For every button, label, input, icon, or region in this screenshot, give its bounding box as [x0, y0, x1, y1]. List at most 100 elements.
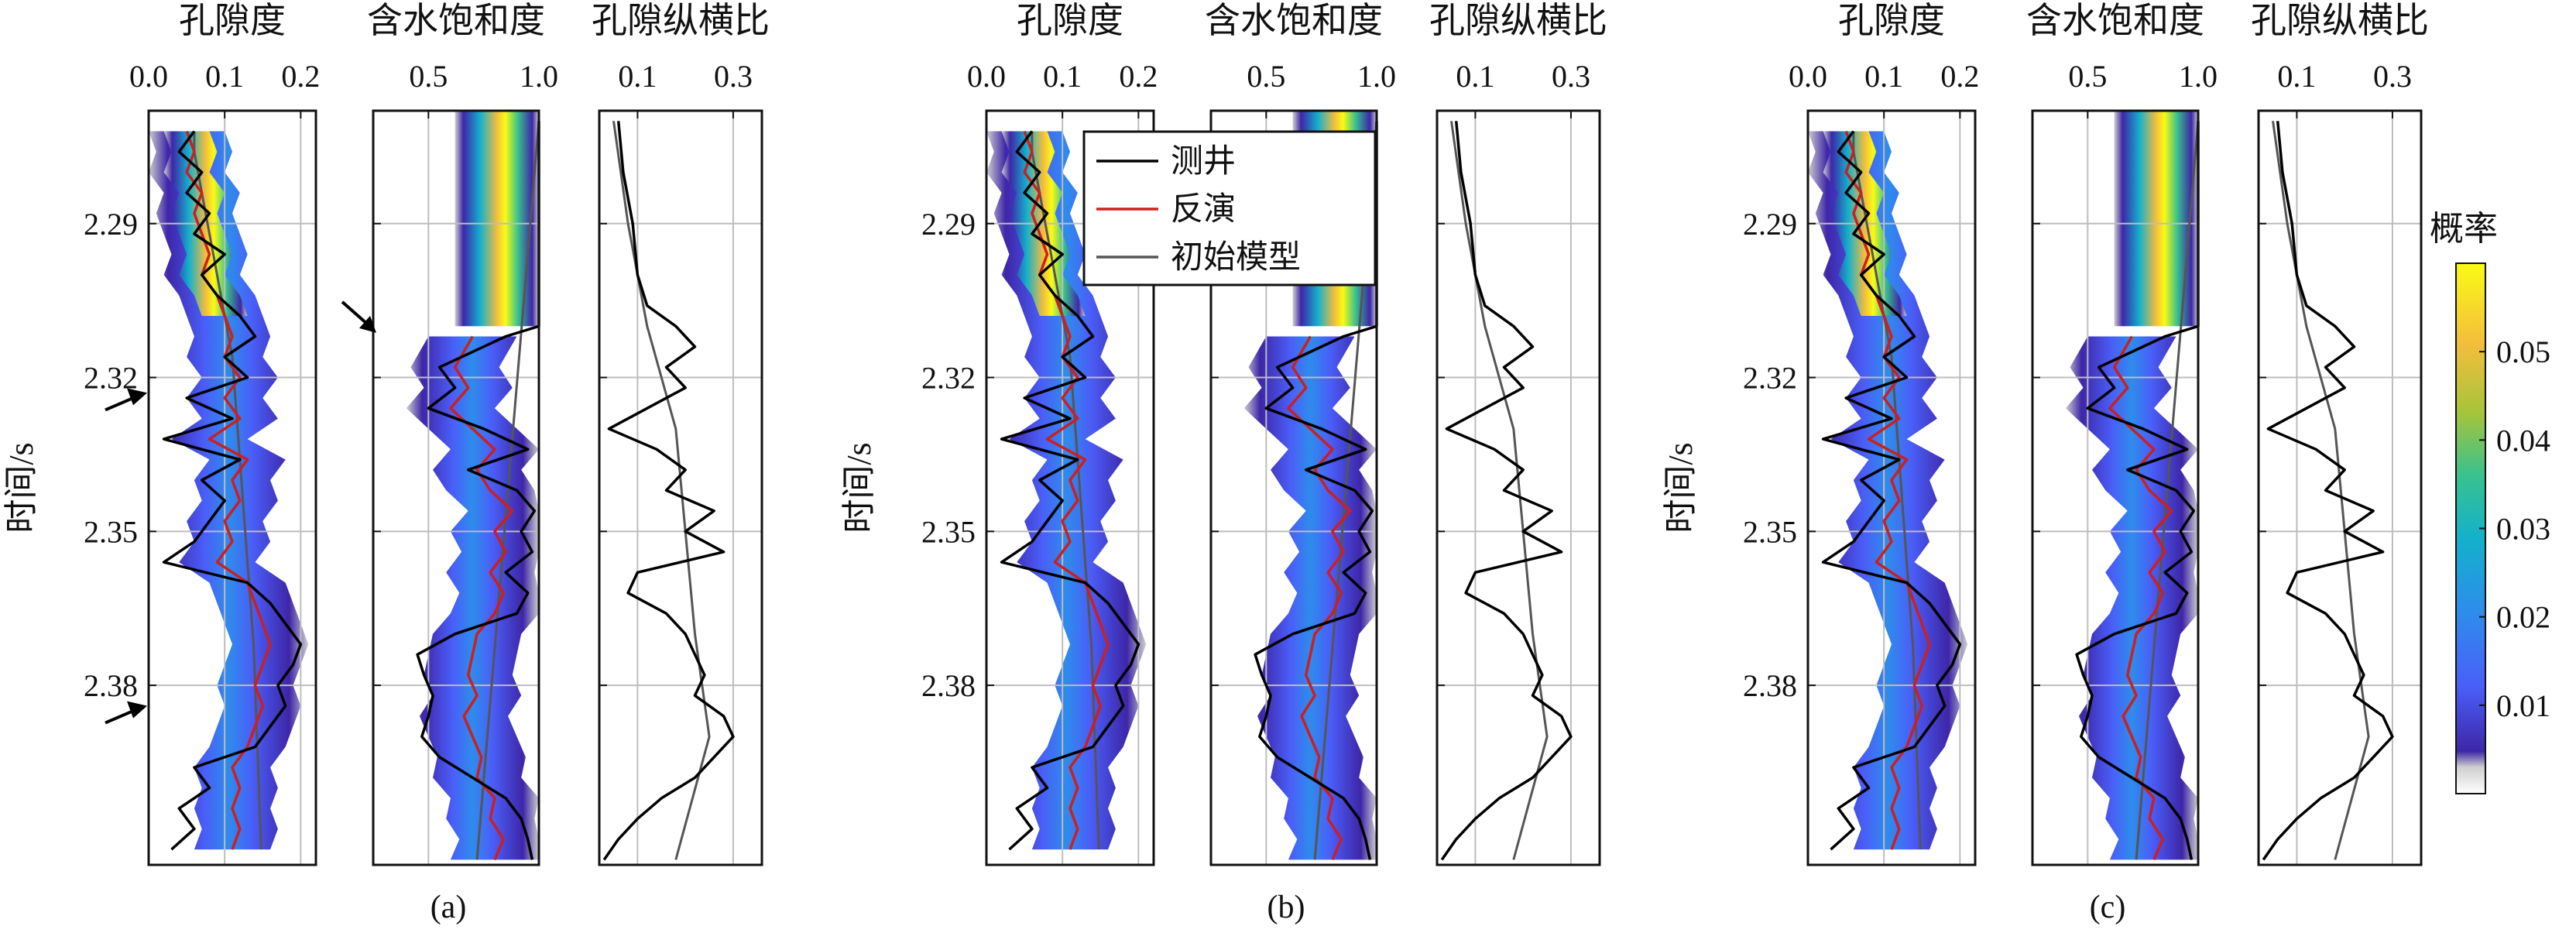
x-tick-label: 0.1: [1043, 59, 1082, 94]
arrow-shaft: [341, 300, 370, 327]
arrow-head: [127, 388, 147, 406]
legend-label: 反演: [1171, 192, 1236, 228]
y-axis-label: 时间/s: [1662, 442, 1700, 533]
inverted-curve: [1844, 130, 1931, 850]
well-log-curve: [162, 130, 303, 851]
well-log-curve: [2262, 121, 2394, 861]
annotation-arrow: [105, 388, 147, 412]
x-tick-label: 0.2: [1119, 59, 1158, 94]
track-frame: [985, 109, 1155, 866]
y-tick-label: 2.29: [84, 207, 138, 242]
track-frame: [598, 109, 763, 866]
panel-label: (b): [1267, 890, 1305, 925]
x-tick-label: 0.1: [1864, 59, 1903, 94]
x-tick-label: 0.3: [2373, 59, 2412, 94]
panel-label: (c): [2090, 890, 2126, 925]
track-frame: [1209, 109, 1378, 866]
colorbar-tick-label: 0.02: [2496, 600, 2550, 635]
y-tick-label: 2.32: [1743, 361, 1797, 396]
track-title: 孔隙度: [1017, 1, 1123, 40]
inverted-curve: [2108, 335, 2173, 861]
probability-band: [1243, 336, 1377, 860]
track-title: 含水饱和度: [367, 1, 545, 40]
y-tick-label: 2.35: [1743, 514, 1797, 549]
x-tick-label: 0.1: [1456, 59, 1494, 94]
track-title: 孔隙纵横比: [2251, 1, 2429, 40]
probability-band: [149, 131, 309, 850]
track-frame: [2031, 109, 2200, 866]
track-2: 0.5 1.0 含水饱和度: [367, 1, 558, 866]
well-log-curve: [1440, 121, 1573, 861]
track-title: 含水饱和度: [2026, 1, 2204, 40]
x-tick-label: 0.2: [281, 59, 320, 94]
legend-label: 初始模型: [1171, 240, 1301, 276]
x-tick-label: 0.3: [714, 59, 753, 94]
panel-label: (a): [430, 890, 467, 925]
well-log-curve: [2075, 121, 2200, 860]
track-title: 孔隙纵横比: [1429, 1, 1607, 40]
track-title: 含水饱和度: [1205, 1, 1383, 40]
y-tick-label: 2.35: [84, 514, 138, 549]
x-tick-label: 0.0: [967, 59, 1006, 94]
x-tick-label: 0.5: [2068, 59, 2107, 94]
initial-model-curve: [193, 131, 262, 850]
initial-model-curve: [1450, 121, 1549, 860]
well-log-curve: [1000, 130, 1141, 851]
y-tick-label: 2.29: [921, 207, 976, 242]
probability-band-high: [2114, 111, 2198, 327]
inverted-curve: [185, 130, 272, 850]
y-tick-label: 2.32: [921, 361, 976, 396]
track-frame: [1806, 109, 1977, 866]
y-axis-label: 时间/s: [840, 442, 878, 533]
probability-band-high: [454, 111, 539, 327]
probability-band: [406, 336, 539, 860]
initial-model-curve: [1031, 131, 1100, 850]
y-axis-label: 时间/s: [2, 442, 40, 533]
track-2: 0.5 1.0 含水饱和度: [1205, 1, 1396, 866]
inverted-curve: [1287, 335, 1352, 861]
panel-2: 时间/s 0.0 0.1 0.2 孔隙度 2.29 2.32 2.35 2.38 0.5 1.0 含水…: [840, 1, 1607, 925]
colorbar-tick-label: 0.05: [2496, 334, 2550, 369]
track-1: 0.0 0.1 0.2 孔隙度 2.29 2.32 2.35 2.38: [1743, 1, 1979, 866]
track-3: 0.1 0.3 孔隙纵横比: [1429, 1, 1607, 866]
track-2: 0.5 1.0 含水饱和度: [2026, 1, 2218, 866]
y-tick-label: 2.29: [1743, 207, 1797, 242]
well-log-curve: [1821, 130, 1962, 851]
x-tick-label: 1.0: [2179, 59, 2218, 94]
panels-layer: 时间/s 0.0 0.1 0.2 孔隙度 2.29 2.32 2.35 2.38 0.5 1.0 含水…: [2, 1, 2429, 925]
x-tick-label: 0.2: [1940, 59, 1979, 94]
y-tick-label: 2.38: [921, 668, 976, 703]
x-tick-label: 0.1: [2277, 59, 2316, 94]
colorbar-tick-label: 0.04: [2496, 423, 2550, 458]
initial-model-curve: [1852, 131, 1922, 850]
inverted-curve: [1023, 130, 1110, 850]
track-3: 0.1 0.3 孔隙纵横比: [2251, 1, 2429, 866]
x-tick-label: 0.0: [1789, 59, 1827, 94]
panel-3: 时间/s 0.0 0.1 0.2 孔隙度 2.29 2.32 2.35 2.38 0.5 1.0 含水…: [1662, 1, 2429, 925]
x-tick-label: 0.0: [129, 59, 168, 94]
track-title: 孔隙度: [1838, 1, 1945, 40]
y-tick-label: 2.35: [921, 514, 976, 549]
track-3: 0.1 0.3 孔隙纵横比: [592, 1, 770, 866]
x-tick-label: 1.0: [520, 59, 558, 94]
probability-band: [1808, 131, 1968, 850]
y-tick-label: 2.38: [84, 668, 138, 703]
track-frame: [2257, 109, 2423, 866]
arrow-head: [359, 315, 376, 333]
annotation-arrow: [105, 701, 147, 725]
y-tick-label: 2.38: [1743, 668, 1797, 703]
probability-band: [2065, 336, 2198, 860]
x-tick-label: 0.1: [205, 59, 244, 94]
track-frame: [147, 109, 317, 866]
x-tick-label: 0.3: [1552, 59, 1590, 94]
colorbar: 概率 0.01 0.02 0.03 0.04 0.05: [2430, 210, 2550, 794]
arrow-head: [127, 701, 147, 719]
well-log-curve: [602, 121, 735, 861]
initial-model-curve: [2272, 121, 2370, 860]
inverted-curve: [449, 335, 514, 861]
colorbar-tick-label: 0.01: [2496, 688, 2550, 723]
track-1: 0.0 0.1 0.2 孔隙度 2.29 2.32 2.35 2.38: [921, 1, 1158, 866]
